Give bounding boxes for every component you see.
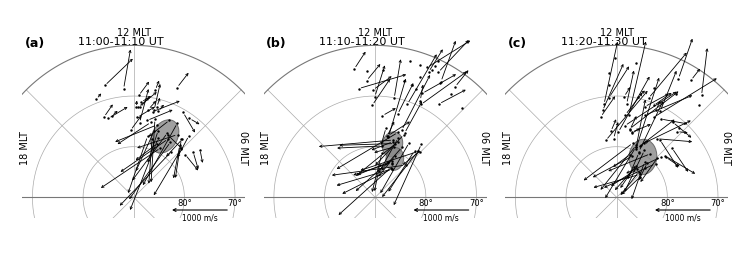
Text: 70°: 70° bbox=[227, 199, 242, 208]
Text: 06 MLT: 06 MLT bbox=[238, 132, 247, 165]
Text: 06 MLT: 06 MLT bbox=[721, 132, 730, 165]
Text: 18 MLT: 18 MLT bbox=[20, 132, 30, 165]
Ellipse shape bbox=[386, 148, 403, 170]
Text: 70°: 70° bbox=[469, 199, 484, 208]
Text: 11:10-11:20 UT: 11:10-11:20 UT bbox=[319, 37, 405, 47]
Text: 11:00-11:10 UT: 11:00-11:10 UT bbox=[78, 37, 163, 47]
Text: 06 MLT: 06 MLT bbox=[479, 132, 489, 165]
Text: 80°: 80° bbox=[418, 199, 433, 208]
Text: 18 MLT: 18 MLT bbox=[503, 132, 513, 165]
Text: 80°: 80° bbox=[177, 199, 192, 208]
Text: 1000 m/s: 1000 m/s bbox=[424, 213, 459, 222]
Text: 11:20-11:30 UT: 11:20-11:30 UT bbox=[561, 37, 646, 47]
Ellipse shape bbox=[151, 120, 179, 153]
Text: 80°: 80° bbox=[660, 199, 675, 208]
Text: 12 MLT: 12 MLT bbox=[600, 28, 634, 38]
Text: 70°: 70° bbox=[710, 199, 725, 208]
Ellipse shape bbox=[382, 132, 403, 157]
Text: (a): (a) bbox=[25, 37, 45, 50]
Text: 18 MLT: 18 MLT bbox=[262, 132, 271, 165]
Text: (c): (c) bbox=[507, 37, 527, 50]
Text: (b): (b) bbox=[266, 37, 287, 50]
Text: 1000 m/s: 1000 m/s bbox=[665, 213, 701, 222]
Text: 1000 m/s: 1000 m/s bbox=[182, 213, 218, 222]
Text: 12 MLT: 12 MLT bbox=[358, 28, 392, 38]
Text: 12 MLT: 12 MLT bbox=[117, 28, 151, 38]
Ellipse shape bbox=[629, 139, 657, 175]
